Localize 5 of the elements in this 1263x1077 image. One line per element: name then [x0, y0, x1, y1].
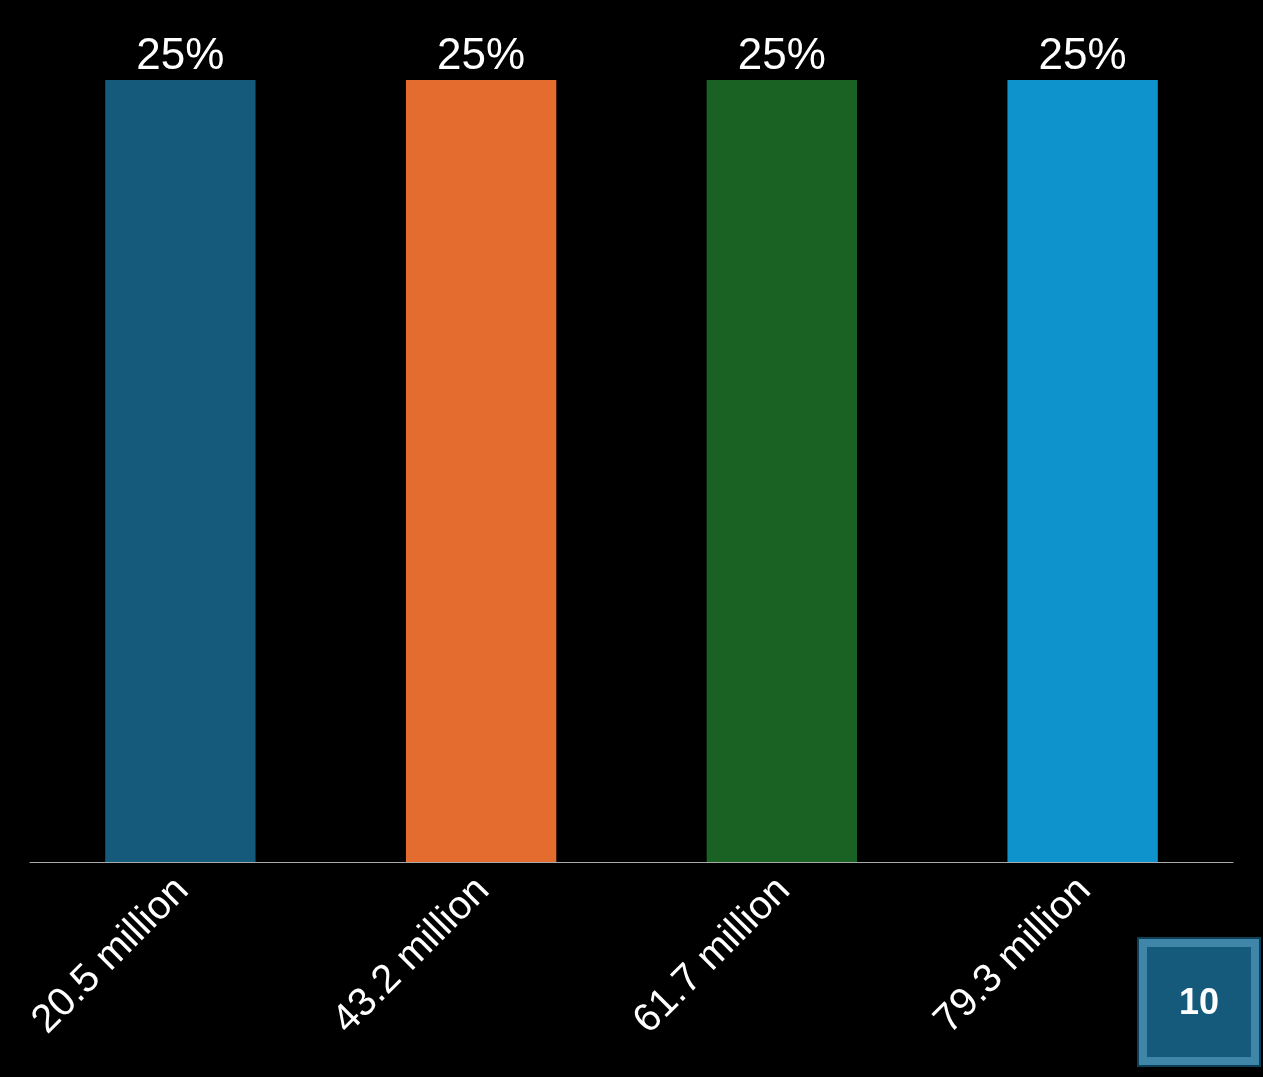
- data-label: 25%: [737, 28, 826, 78]
- square-button: 10: [1139, 939, 1259, 1065]
- data-label: 25%: [437, 28, 526, 78]
- data-label: 25%: [1038, 28, 1127, 78]
- data-label: 25%: [136, 28, 225, 78]
